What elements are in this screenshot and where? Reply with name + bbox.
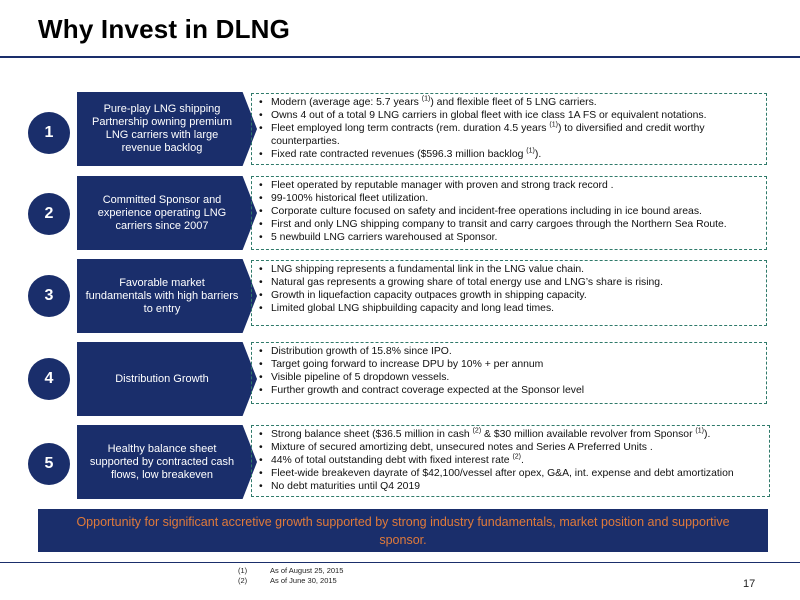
row-bullets-3: LNG shipping represents a fundamental li… xyxy=(251,260,767,326)
bullet-item: Fleet operated by reputable manager with… xyxy=(258,179,762,192)
summary-banner: Opportunity for significant accretive gr… xyxy=(38,509,768,552)
bullet-item: Distribution growth of 15.8% since IPO. xyxy=(258,345,762,358)
bullet-item: Mixture of secured amortizing debt, unse… xyxy=(258,441,765,454)
row-bullets-1: Modern (average age: 5.7 years (1)) and … xyxy=(251,93,767,165)
row-number-3: 3 xyxy=(28,275,70,317)
bullet-item: LNG shipping represents a fundamental li… xyxy=(258,263,762,276)
bullet-item: 44% of total outstanding debt with fixed… xyxy=(258,454,765,467)
bullet-item: 5 newbuild LNG carriers warehoused at Sp… xyxy=(258,231,762,244)
bullet-item: 99-100% historical fleet utilization. xyxy=(258,192,762,205)
row-label-2: Committed Sponsor and experience operati… xyxy=(77,176,257,250)
footer-divider xyxy=(0,562,800,563)
bullet-item: Fixed rate contracted revenues ($596.3 m… xyxy=(258,148,762,161)
bullet-item: Corporate culture focused on safety and … xyxy=(258,205,762,218)
page-number: 17 xyxy=(743,578,756,590)
bullet-item: No debt maturities until Q4 2019 xyxy=(258,480,765,493)
row-bullets-2: Fleet operated by reputable manager with… xyxy=(251,176,767,250)
row-bullets-4: Distribution growth of 15.8% since IPO. … xyxy=(251,342,767,404)
bullet-item: Strong balance sheet ($36.5 million in c… xyxy=(258,428,765,441)
row-label-4: Distribution Growth xyxy=(77,342,257,416)
row-number-4: 4 xyxy=(28,358,70,400)
row-label-1: Pure-play LNG shipping Partnership ownin… xyxy=(77,92,257,166)
row-number-2: 2 xyxy=(28,193,70,235)
bullet-item: First and only LNG shipping company to t… xyxy=(258,218,762,231)
bullet-item: Fleet employed long term contracts (rem.… xyxy=(258,122,762,148)
footnote-1: (1) As of August 25, 2015 xyxy=(238,566,344,575)
bullet-item: Modern (average age: 5.7 years (1)) and … xyxy=(258,96,762,109)
bullet-item: Visible pipeline of 5 dropdown vessels. xyxy=(258,371,762,384)
bullet-item: Target going forward to increase DPU by … xyxy=(258,358,762,371)
row-label-3: Favorable market fundamentals with high … xyxy=(77,259,257,333)
row-label-5: Healthy balance sheet supported by contr… xyxy=(77,425,257,499)
row-bullets-5: Strong balance sheet ($36.5 million in c… xyxy=(251,425,770,497)
footnotes: (1) As of August 25, 2015 (2) As of June 3… xyxy=(238,566,343,586)
bullet-item: Limited global LNG shipbuilding capacity… xyxy=(258,302,762,315)
bullet-item: Further growth and contract coverage exp… xyxy=(258,384,762,397)
bullet-item: Natural gas represents a growing share o… xyxy=(258,276,762,289)
row-number-5: 5 xyxy=(28,443,70,485)
row-number-1: 1 xyxy=(28,112,70,154)
bullet-item: Owns 4 out of a total 9 LNG carriers in … xyxy=(258,109,762,122)
footnote-2: (2) As of June 30, 2015 xyxy=(238,576,337,585)
page-title: Why Invest in DLNG xyxy=(38,14,291,44)
bullet-item: Growth in liquefaction capacity outpaces… xyxy=(258,289,762,302)
title-divider xyxy=(0,56,800,58)
bullet-item: Fleet-wide breakeven dayrate of $42,100/… xyxy=(258,467,765,480)
